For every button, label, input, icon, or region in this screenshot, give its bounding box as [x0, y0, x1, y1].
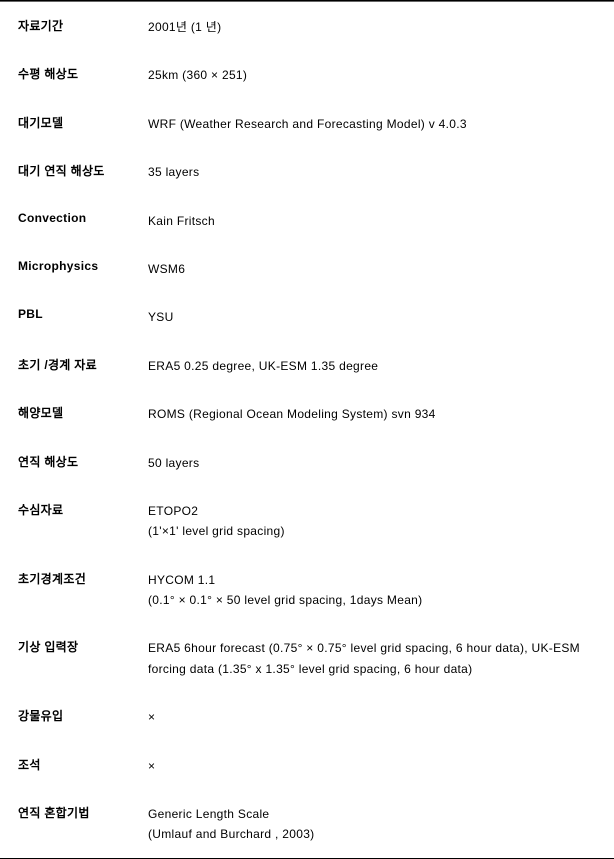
- table-row: MicrophysicsWSM6: [0, 244, 614, 292]
- row-label: 강물유입: [18, 705, 148, 724]
- row-value: WRF (Weather Research and Forecasting Mo…: [148, 112, 604, 134]
- row-label: 연직 해상도: [18, 451, 148, 470]
- row-label: 조석: [18, 754, 148, 773]
- row-label: 해양모델: [18, 402, 148, 421]
- table-row: 수평 해상도25km (360 × 251): [0, 50, 614, 98]
- row-label: 대기 연직 해상도: [18, 160, 148, 179]
- row-label: PBL: [18, 305, 148, 321]
- row-label: Microphysics: [18, 257, 148, 273]
- table-row: 대기 연직 해상도35 layers: [0, 147, 614, 195]
- row-value: YSU: [148, 305, 604, 327]
- row-value: 2001년 (1 년): [148, 15, 604, 37]
- row-value: ERA5 6hour forecast (0.75° × 0.75° level…: [148, 636, 604, 679]
- row-value: ROMS (Regional Ocean Modeling System) sv…: [148, 402, 604, 424]
- row-label: 초기경계조건: [18, 568, 148, 587]
- row-value: Generic Length Scale(Umlauf and Burchard…: [148, 802, 604, 845]
- row-label: 연직 혼합기법: [18, 802, 148, 821]
- row-value: Kain Fritsch: [148, 209, 604, 231]
- row-value: ETOPO2(1'×1' level grid spacing): [148, 499, 604, 542]
- row-value: 25km (360 × 251): [148, 63, 604, 85]
- table-row: 초기 /경계 자료ERA5 0.25 degree, UK-ESM 1.35 d…: [0, 341, 614, 389]
- row-label: 수평 해상도: [18, 63, 148, 82]
- table-row: 조석×: [0, 741, 614, 789]
- row-label: 초기 /경계 자료: [18, 354, 148, 373]
- row-value: WSM6: [148, 257, 604, 279]
- table-row: 강물유입×: [0, 692, 614, 740]
- table-row: 초기경계조건HYCOM 1.1(0.1° × 0.1° × 50 level g…: [0, 555, 614, 624]
- table-row: 기상 입력장ERA5 6hour forecast (0.75° × 0.75°…: [0, 623, 614, 692]
- row-value: 50 layers: [148, 451, 604, 473]
- row-label: Convection: [18, 209, 148, 225]
- row-value: ×: [148, 705, 604, 727]
- table-row: 대기모델WRF (Weather Research and Forecastin…: [0, 99, 614, 147]
- table-row: 자료기간2001년 (1 년): [0, 1, 614, 50]
- table-row: 연직 해상도50 layers: [0, 438, 614, 486]
- table-row: 해양모델ROMS (Regional Ocean Modeling System…: [0, 389, 614, 437]
- row-label: 대기모델: [18, 112, 148, 131]
- row-value: ×: [148, 754, 604, 776]
- row-label: 자료기간: [18, 15, 148, 34]
- table-row: 수심자료ETOPO2(1'×1' level grid spacing): [0, 486, 614, 555]
- row-value: ERA5 0.25 degree, UK-ESM 1.35 degree: [148, 354, 604, 376]
- table-row: 연직 혼합기법Generic Length Scale(Umlauf and B…: [0, 789, 614, 858]
- table-row: PBLYSU: [0, 292, 614, 340]
- table-row: ConvectionKain Fritsch: [0, 196, 614, 244]
- row-value: 35 layers: [148, 160, 604, 182]
- row-label: 기상 입력장: [18, 636, 148, 655]
- spec-table: 자료기간2001년 (1 년)수평 해상도25km (360 × 251)대기모…: [0, 0, 614, 859]
- row-label: 수심자료: [18, 499, 148, 518]
- row-value: HYCOM 1.1(0.1° × 0.1° × 50 level grid sp…: [148, 568, 604, 611]
